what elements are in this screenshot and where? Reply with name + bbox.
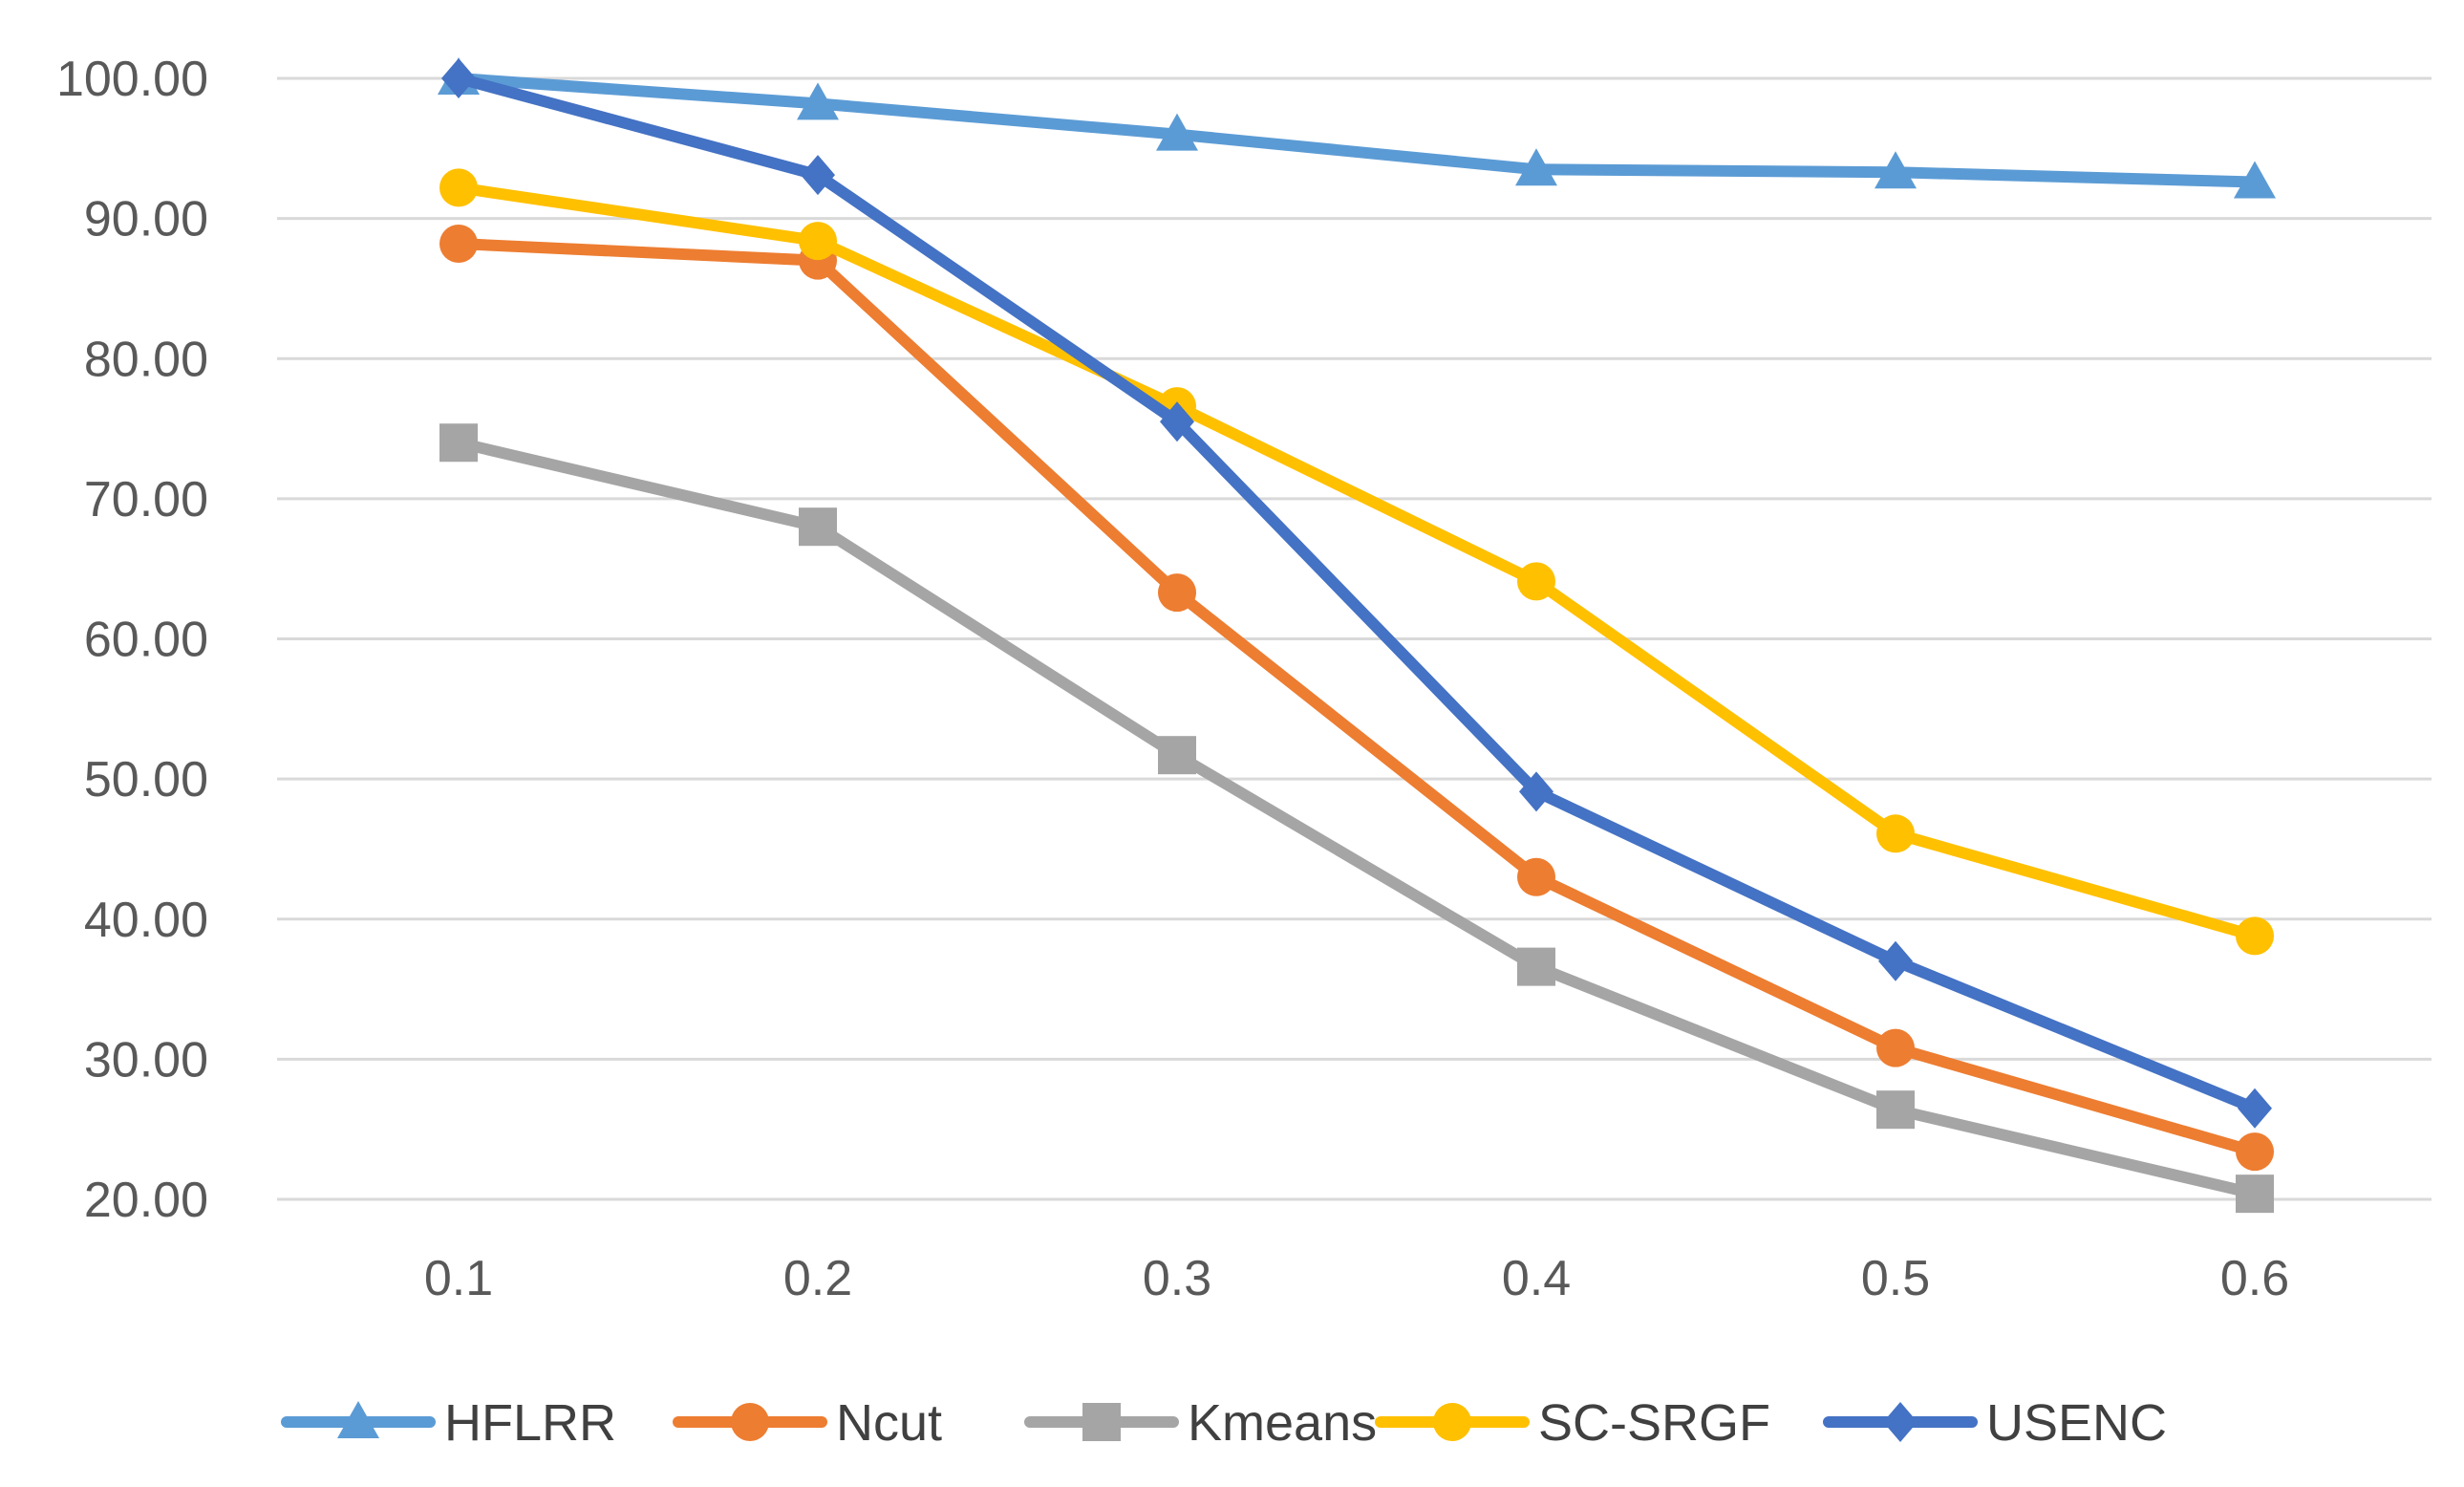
series-lines bbox=[438, 57, 2276, 1214]
y-tick-label: 70.00 bbox=[84, 472, 208, 528]
data-point bbox=[1519, 771, 1553, 812]
data-point bbox=[1876, 1028, 1915, 1067]
y-tick-label: 20.00 bbox=[84, 1173, 208, 1228]
data-point bbox=[1158, 736, 1196, 775]
data-point bbox=[1517, 857, 1555, 896]
data-point bbox=[1515, 148, 1557, 186]
legend-label: SC-SRGF bbox=[1538, 1394, 1770, 1452]
series-ncut bbox=[439, 225, 2274, 1172]
x-tick-label: 0.3 bbox=[1143, 1251, 1211, 1306]
data-point bbox=[1517, 947, 1555, 986]
x-axis-ticks: 0.1 0.2 0.3 0.4 0.5 0.6 bbox=[424, 1251, 2289, 1306]
y-tick-label: 40.00 bbox=[84, 893, 208, 948]
series-line bbox=[453, 238, 2260, 1158]
data-point bbox=[1517, 562, 1555, 601]
y-tick-label: 100.00 bbox=[56, 52, 208, 107]
data-point bbox=[799, 507, 837, 547]
data-point bbox=[439, 168, 478, 207]
y-tick-label: 30.00 bbox=[84, 1032, 208, 1088]
data-point bbox=[1158, 573, 1196, 613]
x-tick-label: 0.4 bbox=[1502, 1251, 1571, 1306]
legend-marker bbox=[1433, 1403, 1471, 1441]
data-point bbox=[1878, 940, 1913, 981]
legend-label: HFLRR bbox=[444, 1394, 616, 1452]
x-tick-label: 0.2 bbox=[783, 1251, 852, 1306]
data-point bbox=[2236, 1132, 2274, 1172]
x-tick-label: 0.5 bbox=[1861, 1251, 1930, 1306]
series-usenc bbox=[441, 58, 2272, 1129]
data-point bbox=[2238, 1088, 2272, 1129]
legend-label: Kmeans bbox=[1188, 1394, 1377, 1452]
legend-item-usenc: USENC bbox=[1823, 1394, 2167, 1452]
data-point bbox=[1160, 401, 1194, 442]
legend-label: USENC bbox=[1986, 1394, 2167, 1452]
data-point bbox=[441, 58, 476, 98]
data-point bbox=[439, 423, 478, 463]
data-point bbox=[2236, 1175, 2274, 1214]
legend-item-sc-srgf: SC-SRGF bbox=[1375, 1394, 1770, 1452]
data-point bbox=[439, 225, 478, 264]
data-point bbox=[2236, 916, 2274, 956]
legend-item-ncut: Ncut bbox=[673, 1394, 942, 1452]
legend-item-hflrr: HFLRR bbox=[281, 1394, 616, 1452]
y-axis-ticks: 20.00 30.00 40.00 50.00 60.00 70.00 80.00 90.00… bbox=[56, 52, 208, 1228]
y-tick-label: 90.00 bbox=[84, 192, 208, 248]
legend-label: Ncut bbox=[836, 1394, 942, 1452]
series-line bbox=[453, 437, 2260, 1200]
series-kmeans bbox=[439, 423, 2274, 1214]
x-tick-label: 0.6 bbox=[2220, 1251, 2289, 1306]
data-point bbox=[797, 82, 839, 120]
x-tick-label: 0.1 bbox=[424, 1251, 493, 1306]
data-point bbox=[1156, 113, 1198, 151]
legend-marker bbox=[731, 1403, 769, 1441]
data-point bbox=[801, 155, 835, 196]
y-tick-label: 60.00 bbox=[84, 613, 208, 668]
y-tick-label: 50.00 bbox=[84, 752, 208, 808]
data-point bbox=[1876, 1090, 1915, 1130]
legend-marker bbox=[1883, 1402, 1918, 1442]
data-point bbox=[799, 222, 837, 261]
y-tick-label: 80.00 bbox=[84, 332, 208, 387]
legend: HFLRR Ncut Kmeans SC-SRGF USENC bbox=[281, 1394, 2167, 1452]
data-point bbox=[1876, 814, 1915, 853]
series-line bbox=[453, 73, 2260, 1114]
legend-item-kmeans: Kmeans bbox=[1024, 1394, 1377, 1452]
series-line bbox=[453, 73, 2260, 188]
data-point bbox=[1875, 151, 1917, 189]
series-line bbox=[453, 182, 2260, 942]
legend-marker bbox=[1082, 1403, 1121, 1441]
series-sc-srgf bbox=[439, 168, 2274, 956]
data-point bbox=[2234, 161, 2276, 199]
legend-marker bbox=[337, 1401, 379, 1438]
